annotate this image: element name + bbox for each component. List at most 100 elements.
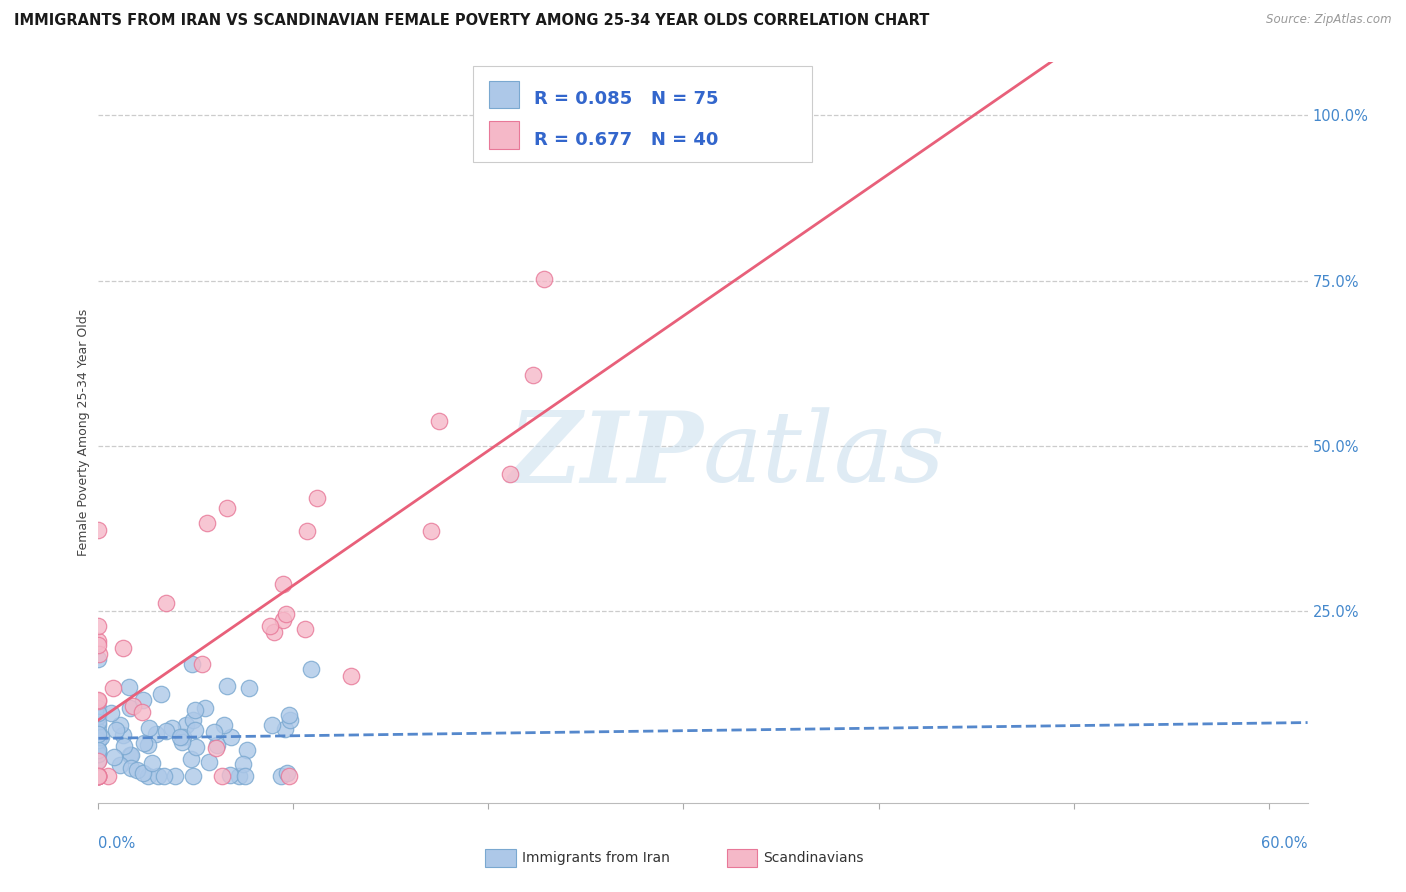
Point xyxy=(184,723,207,737)
Point xyxy=(132,736,155,750)
Point xyxy=(105,723,128,737)
Text: R = 0.085   N = 75: R = 0.085 N = 75 xyxy=(534,90,718,109)
Point xyxy=(112,739,135,753)
Point xyxy=(274,723,297,737)
Point xyxy=(198,755,221,769)
Point xyxy=(87,755,110,769)
Point xyxy=(150,687,173,701)
Point xyxy=(211,769,233,783)
Point xyxy=(165,769,187,783)
Point xyxy=(90,730,112,744)
Text: R = 0.677   N = 40: R = 0.677 N = 40 xyxy=(534,131,718,149)
Point xyxy=(271,613,294,627)
Point xyxy=(262,718,284,732)
Point xyxy=(259,619,281,633)
Point xyxy=(87,694,110,708)
Point xyxy=(155,597,177,611)
Text: Source: ZipAtlas.com: Source: ZipAtlas.com xyxy=(1267,13,1392,27)
Point xyxy=(87,724,110,739)
Point xyxy=(270,769,292,783)
Point xyxy=(100,706,122,720)
Point xyxy=(263,625,285,640)
Point xyxy=(276,766,298,780)
Point xyxy=(118,680,141,694)
Point xyxy=(120,761,142,775)
Point xyxy=(87,733,110,747)
Point xyxy=(181,713,204,727)
Point xyxy=(153,769,176,783)
Point xyxy=(120,748,142,763)
Text: Immigrants from Iran: Immigrants from Iran xyxy=(522,851,669,865)
Point xyxy=(533,272,555,286)
Point xyxy=(299,662,322,676)
Point xyxy=(138,769,160,783)
Point xyxy=(108,757,131,772)
Point xyxy=(180,752,202,766)
Point xyxy=(219,730,242,744)
Point xyxy=(87,743,110,757)
Point xyxy=(120,747,142,762)
Point xyxy=(101,681,124,695)
Point xyxy=(131,765,153,780)
Point xyxy=(219,768,242,782)
Text: Scandinavians: Scandinavians xyxy=(763,851,863,865)
Point xyxy=(184,703,207,717)
Point xyxy=(181,657,204,671)
Point xyxy=(108,718,131,732)
Point xyxy=(146,768,169,782)
Point xyxy=(277,769,299,783)
Point xyxy=(145,727,167,741)
Point xyxy=(233,769,256,783)
Point xyxy=(138,738,160,752)
Point xyxy=(205,740,228,755)
Point xyxy=(87,523,110,537)
Point xyxy=(111,641,134,656)
Bar xyxy=(489,121,519,149)
Point xyxy=(87,706,110,721)
Point xyxy=(87,638,110,652)
Point xyxy=(87,769,110,783)
Point xyxy=(87,733,110,747)
Point xyxy=(499,467,522,482)
Point xyxy=(195,516,218,530)
Point xyxy=(87,715,110,730)
Text: IMMIGRANTS FROM IRAN VS SCANDINAVIAN FEMALE POVERTY AMONG 25-34 YEAR OLDS CORREL: IMMIGRANTS FROM IRAN VS SCANDINAVIAN FEM… xyxy=(14,13,929,29)
Point xyxy=(87,634,110,648)
Point xyxy=(271,577,294,591)
Point xyxy=(278,714,301,728)
Point xyxy=(87,769,110,783)
Point xyxy=(87,747,110,761)
Bar xyxy=(727,848,758,867)
Point xyxy=(132,693,155,707)
Point xyxy=(277,708,299,723)
Point xyxy=(87,747,110,761)
Point xyxy=(215,500,238,515)
Point xyxy=(294,622,316,636)
Point xyxy=(87,652,110,666)
Point xyxy=(295,524,318,538)
Point xyxy=(87,693,110,707)
Point xyxy=(160,721,183,735)
Point xyxy=(111,728,134,742)
Point xyxy=(87,709,110,723)
Point xyxy=(427,414,450,428)
FancyBboxPatch shape xyxy=(474,66,811,162)
Point xyxy=(228,769,250,783)
Point xyxy=(183,769,205,783)
Point xyxy=(202,724,225,739)
Point xyxy=(87,717,110,731)
Point xyxy=(170,735,193,749)
Point xyxy=(194,701,217,715)
Y-axis label: Female Poverty Among 25-34 Year Olds: Female Poverty Among 25-34 Year Olds xyxy=(77,309,90,557)
Text: ZIP: ZIP xyxy=(508,407,703,503)
Point xyxy=(190,657,212,672)
Bar xyxy=(489,80,519,108)
Point xyxy=(205,738,228,752)
Point xyxy=(87,769,110,783)
Point xyxy=(214,717,236,731)
Point xyxy=(87,619,110,633)
Point xyxy=(141,756,163,770)
Point xyxy=(169,731,191,745)
Point xyxy=(87,727,110,741)
Point xyxy=(87,752,110,766)
